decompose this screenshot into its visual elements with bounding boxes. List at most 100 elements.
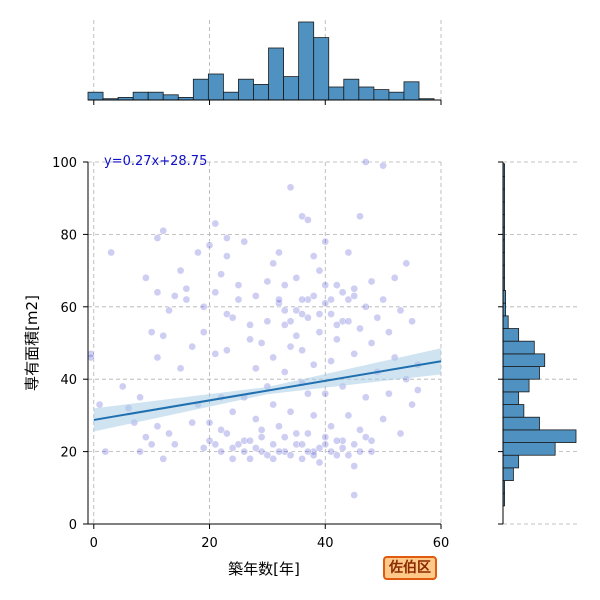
scatter-point bbox=[304, 313, 312, 322]
scatter-point bbox=[356, 447, 364, 456]
scatter-point bbox=[280, 433, 289, 441]
top-hist-bar bbox=[223, 91, 239, 101]
scatter-point bbox=[199, 328, 208, 336]
scatter-point bbox=[298, 295, 306, 304]
scatter-point bbox=[304, 295, 312, 304]
scatter-point bbox=[315, 310, 324, 318]
scatter-point bbox=[367, 339, 376, 347]
top-hist-bar bbox=[268, 47, 284, 101]
scatter-point bbox=[373, 313, 382, 322]
scatter-point bbox=[240, 237, 249, 246]
scatter-point bbox=[356, 426, 364, 434]
right-marginal-histogram bbox=[498, 161, 580, 525]
top-hist-bar bbox=[343, 78, 360, 101]
right-hist-bar bbox=[502, 366, 540, 380]
scatter-point bbox=[298, 310, 306, 318]
scatter-point bbox=[211, 440, 220, 449]
scatter-point bbox=[188, 418, 197, 427]
scatter-point bbox=[338, 288, 347, 297]
scatter-point bbox=[280, 321, 289, 329]
y-tick-label: 0 bbox=[69, 518, 77, 533]
scatter-point bbox=[176, 266, 185, 275]
scatter-point bbox=[315, 266, 324, 275]
scatter-point bbox=[344, 451, 353, 460]
scatter-point bbox=[344, 317, 353, 326]
scatter-point bbox=[223, 346, 231, 355]
scatter-point bbox=[408, 400, 416, 409]
top-hist-bar bbox=[87, 91, 104, 101]
right-hist-bar bbox=[502, 353, 546, 367]
scatter-point bbox=[327, 422, 335, 431]
top-hist-bar bbox=[328, 86, 345, 101]
scatter-point bbox=[159, 331, 168, 340]
scatter-point bbox=[304, 389, 312, 398]
scatter-point bbox=[396, 429, 405, 438]
scatter-point bbox=[228, 454, 237, 463]
scatter-point bbox=[176, 364, 185, 373]
scatter-point bbox=[240, 447, 249, 456]
scatter-point bbox=[217, 447, 225, 456]
top-hist-bar bbox=[207, 73, 224, 101]
y-tick-label: 40 bbox=[60, 373, 77, 388]
scatter-point bbox=[298, 454, 306, 463]
top-hist-bar bbox=[403, 81, 420, 101]
y-axis-label: 専有面積[m2] bbox=[23, 295, 41, 391]
scatter-point bbox=[118, 382, 127, 391]
scatter-point bbox=[240, 436, 249, 445]
scatter-point bbox=[321, 433, 330, 441]
x-tick-label: 20 bbox=[201, 536, 218, 551]
scatter-point bbox=[280, 306, 289, 315]
scatter-point bbox=[246, 321, 254, 329]
top-hist-bar bbox=[192, 78, 209, 101]
scatter-point bbox=[350, 491, 359, 499]
scatter-point bbox=[350, 462, 359, 470]
scatter-plot-area: 0 20 40 60 0 20 40 60 80 100 bbox=[52, 156, 449, 551]
scatter-point bbox=[205, 418, 214, 427]
scatter-point bbox=[321, 389, 330, 398]
scatter-point bbox=[338, 317, 347, 326]
scatter-point bbox=[367, 277, 376, 286]
scatter-point bbox=[223, 429, 231, 438]
scatter-point bbox=[153, 288, 162, 297]
top-hist-bar bbox=[373, 89, 390, 101]
scatter-point bbox=[257, 433, 266, 441]
scatter-point bbox=[165, 429, 173, 438]
scatter-point bbox=[182, 284, 191, 293]
scatter-point bbox=[136, 447, 144, 456]
scatter-point bbox=[361, 158, 370, 166]
top-hist-bar bbox=[313, 37, 330, 101]
scatter-point bbox=[385, 328, 393, 336]
scatter-point bbox=[321, 299, 330, 308]
scatter-point bbox=[147, 440, 156, 449]
right-hist-bar bbox=[502, 378, 530, 393]
scatter-point bbox=[379, 415, 387, 423]
scatter-point bbox=[309, 411, 318, 420]
scatter-point bbox=[350, 440, 359, 449]
scatter-point bbox=[251, 292, 260, 300]
scatter-point bbox=[332, 451, 341, 460]
scatter-point bbox=[228, 313, 237, 322]
top-hist-bar bbox=[283, 76, 300, 101]
scatter-point bbox=[251, 364, 260, 373]
scatter-point bbox=[257, 339, 266, 347]
scatter-point bbox=[379, 161, 387, 170]
regression-line bbox=[93, 360, 442, 421]
x-axis-label: 築年数[年] bbox=[228, 560, 300, 578]
scatter-point bbox=[217, 426, 225, 434]
scatter-point bbox=[379, 295, 387, 304]
district-badge: 佐伯区 bbox=[383, 556, 437, 580]
scatter-point bbox=[269, 454, 278, 463]
scatter-point bbox=[280, 281, 289, 289]
scatter-point bbox=[367, 447, 376, 456]
scatter-point bbox=[280, 447, 289, 456]
scatter-point bbox=[315, 444, 324, 452]
top-hist-bar bbox=[388, 91, 405, 101]
scatter-point bbox=[332, 281, 341, 289]
scatter-point bbox=[304, 216, 312, 224]
top-hist-bar bbox=[162, 94, 179, 101]
top-hist-bar bbox=[238, 78, 254, 101]
scatter-point bbox=[298, 212, 306, 221]
scatter-point bbox=[321, 281, 330, 289]
scatter-point bbox=[107, 248, 115, 257]
